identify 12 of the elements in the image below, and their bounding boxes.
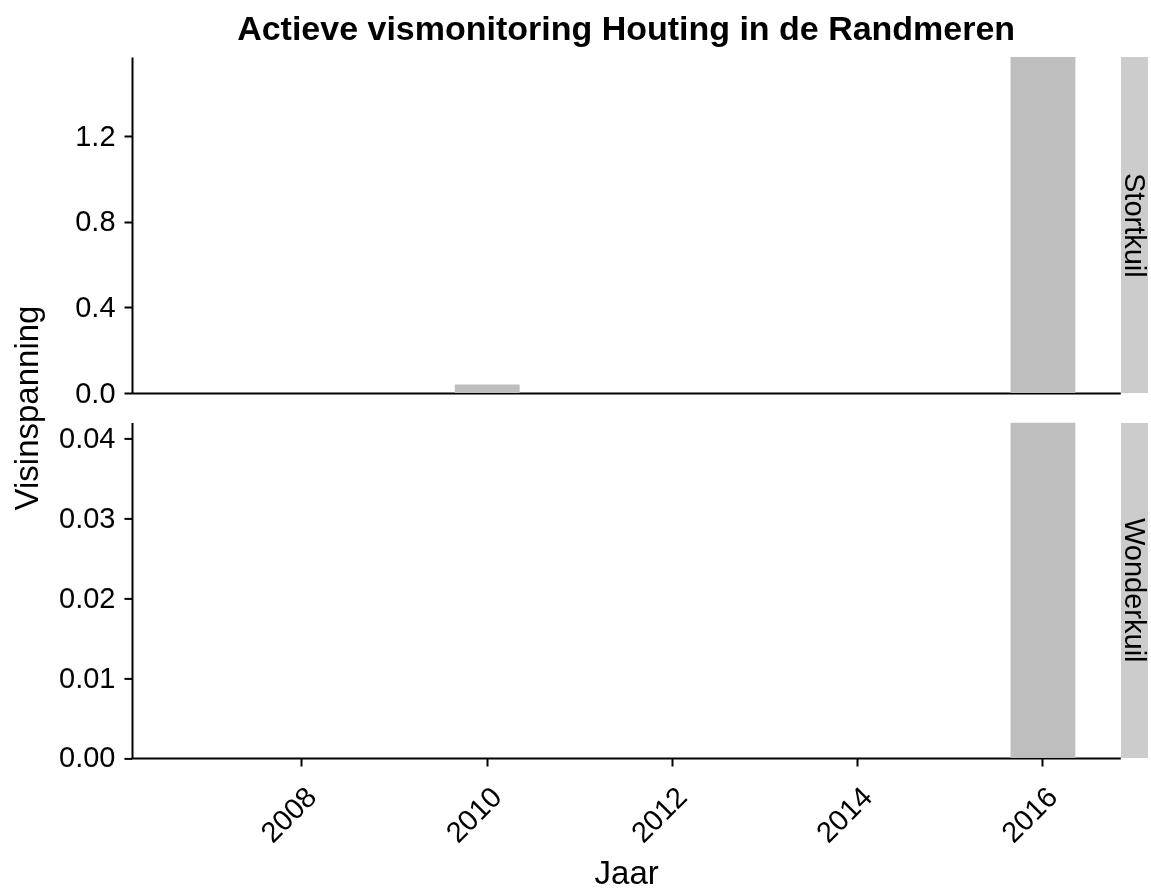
y-tick-label: 0.4 <box>74 291 116 324</box>
y-tick-label: 0.01 <box>58 661 116 694</box>
y-tick-label: 1.2 <box>74 119 116 152</box>
y-axis-title: Visinspanning <box>8 305 46 511</box>
y-tick-label: 0.04 <box>58 422 116 455</box>
chart-title: Actieve vismonitoring Houting in de Randmeren <box>236 9 1015 48</box>
x-axis-title: Jaar <box>594 854 659 891</box>
y-tick-label: 0.00 <box>58 741 116 774</box>
y-tick-label: 0.03 <box>58 502 116 535</box>
y-tick-label: 0.02 <box>58 581 116 614</box>
y-tick-label: 0.0 <box>74 376 116 409</box>
y-tick-label: 0.8 <box>74 205 116 238</box>
